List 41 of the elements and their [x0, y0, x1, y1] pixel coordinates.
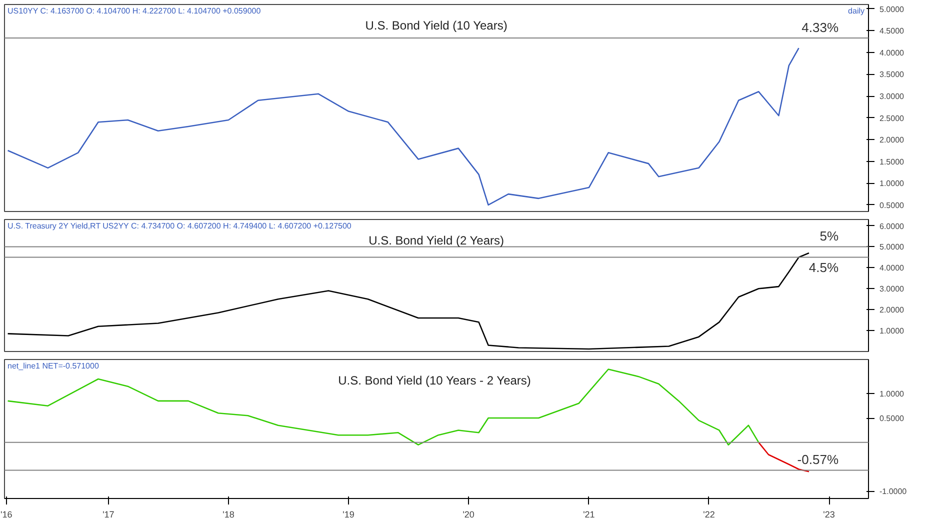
- y-tick-label: 4.0000: [880, 264, 905, 273]
- chart-subtitle: U.S. Treasury 2Y Yield,RT US2YY C: 4.734700 O: 4.607200 H: 4.749400 L: 4.607200 +0.127500: [8, 222, 352, 230]
- ref-line-label: -0.57%: [797, 452, 839, 468]
- chart-subtitle: US10YY C: 4.163700 O: 4.104700 H: 4.222700 L: 4.104700 +0.059000: [8, 6, 262, 16]
- line-series: [7, 47, 800, 206]
- y-tick-label: 4.5000: [880, 26, 905, 36]
- y-tick-label: 1.0000: [880, 179, 905, 188]
- x-tick-label: '19: [342, 510, 354, 520]
- annotation: daily: [848, 6, 864, 16]
- y-tick-label: 2.5000: [880, 114, 905, 123]
- chart-subtitle: net_line1 NET=-0.571000: [8, 362, 100, 370]
- text: U.S. Bond Yield (10 Years - 2 Years): [338, 374, 531, 388]
- line-series: [7, 252, 810, 350]
- x-tick-label: '20: [462, 510, 474, 520]
- y-tick-label: 3.0000: [880, 92, 905, 102]
- y-tick-label: 5.0000: [880, 4, 905, 14]
- y-tick-label: -1.0000: [880, 487, 908, 496]
- y-tick-label: 4.0000: [880, 48, 905, 58]
- y-tick-label: 0.5000: [880, 414, 905, 424]
- y-tick-label: 3.0000: [880, 284, 905, 294]
- y-tick-label: 5.0000: [880, 242, 905, 252]
- x-tick-label: '21: [583, 510, 595, 520]
- line-series: [7, 368, 760, 446]
- x-tick-label: '17: [102, 510, 114, 520]
- y-tick-label: 6.0000: [880, 222, 905, 231]
- x-tick-label: '23: [823, 510, 835, 520]
- text: U.S. Bond Yield (10 Years): [365, 18, 508, 32]
- ref-line-label: 4.33%: [802, 20, 839, 36]
- y-tick-label: 2.0000: [880, 306, 905, 315]
- y-tick-label: 1.0000: [880, 390, 905, 399]
- x-tick-label: '22: [703, 510, 715, 520]
- y-tick-label: 3.5000: [880, 70, 905, 80]
- y-tick-label: 1.5000: [880, 157, 905, 166]
- x-tick-label: '18: [222, 510, 234, 520]
- y-tick-label: 1.0000: [880, 326, 905, 336]
- y-tick-label: 2.0000: [880, 136, 905, 145]
- ref-line-label: 4.5%: [808, 260, 839, 276]
- y-tick-label: 0.5000: [880, 200, 905, 210]
- text: U.S. Bond Yield (2 Years): [368, 234, 504, 248]
- ref-line-label: 5%: [820, 228, 839, 244]
- x-tick-label: '16: [0, 510, 12, 520]
